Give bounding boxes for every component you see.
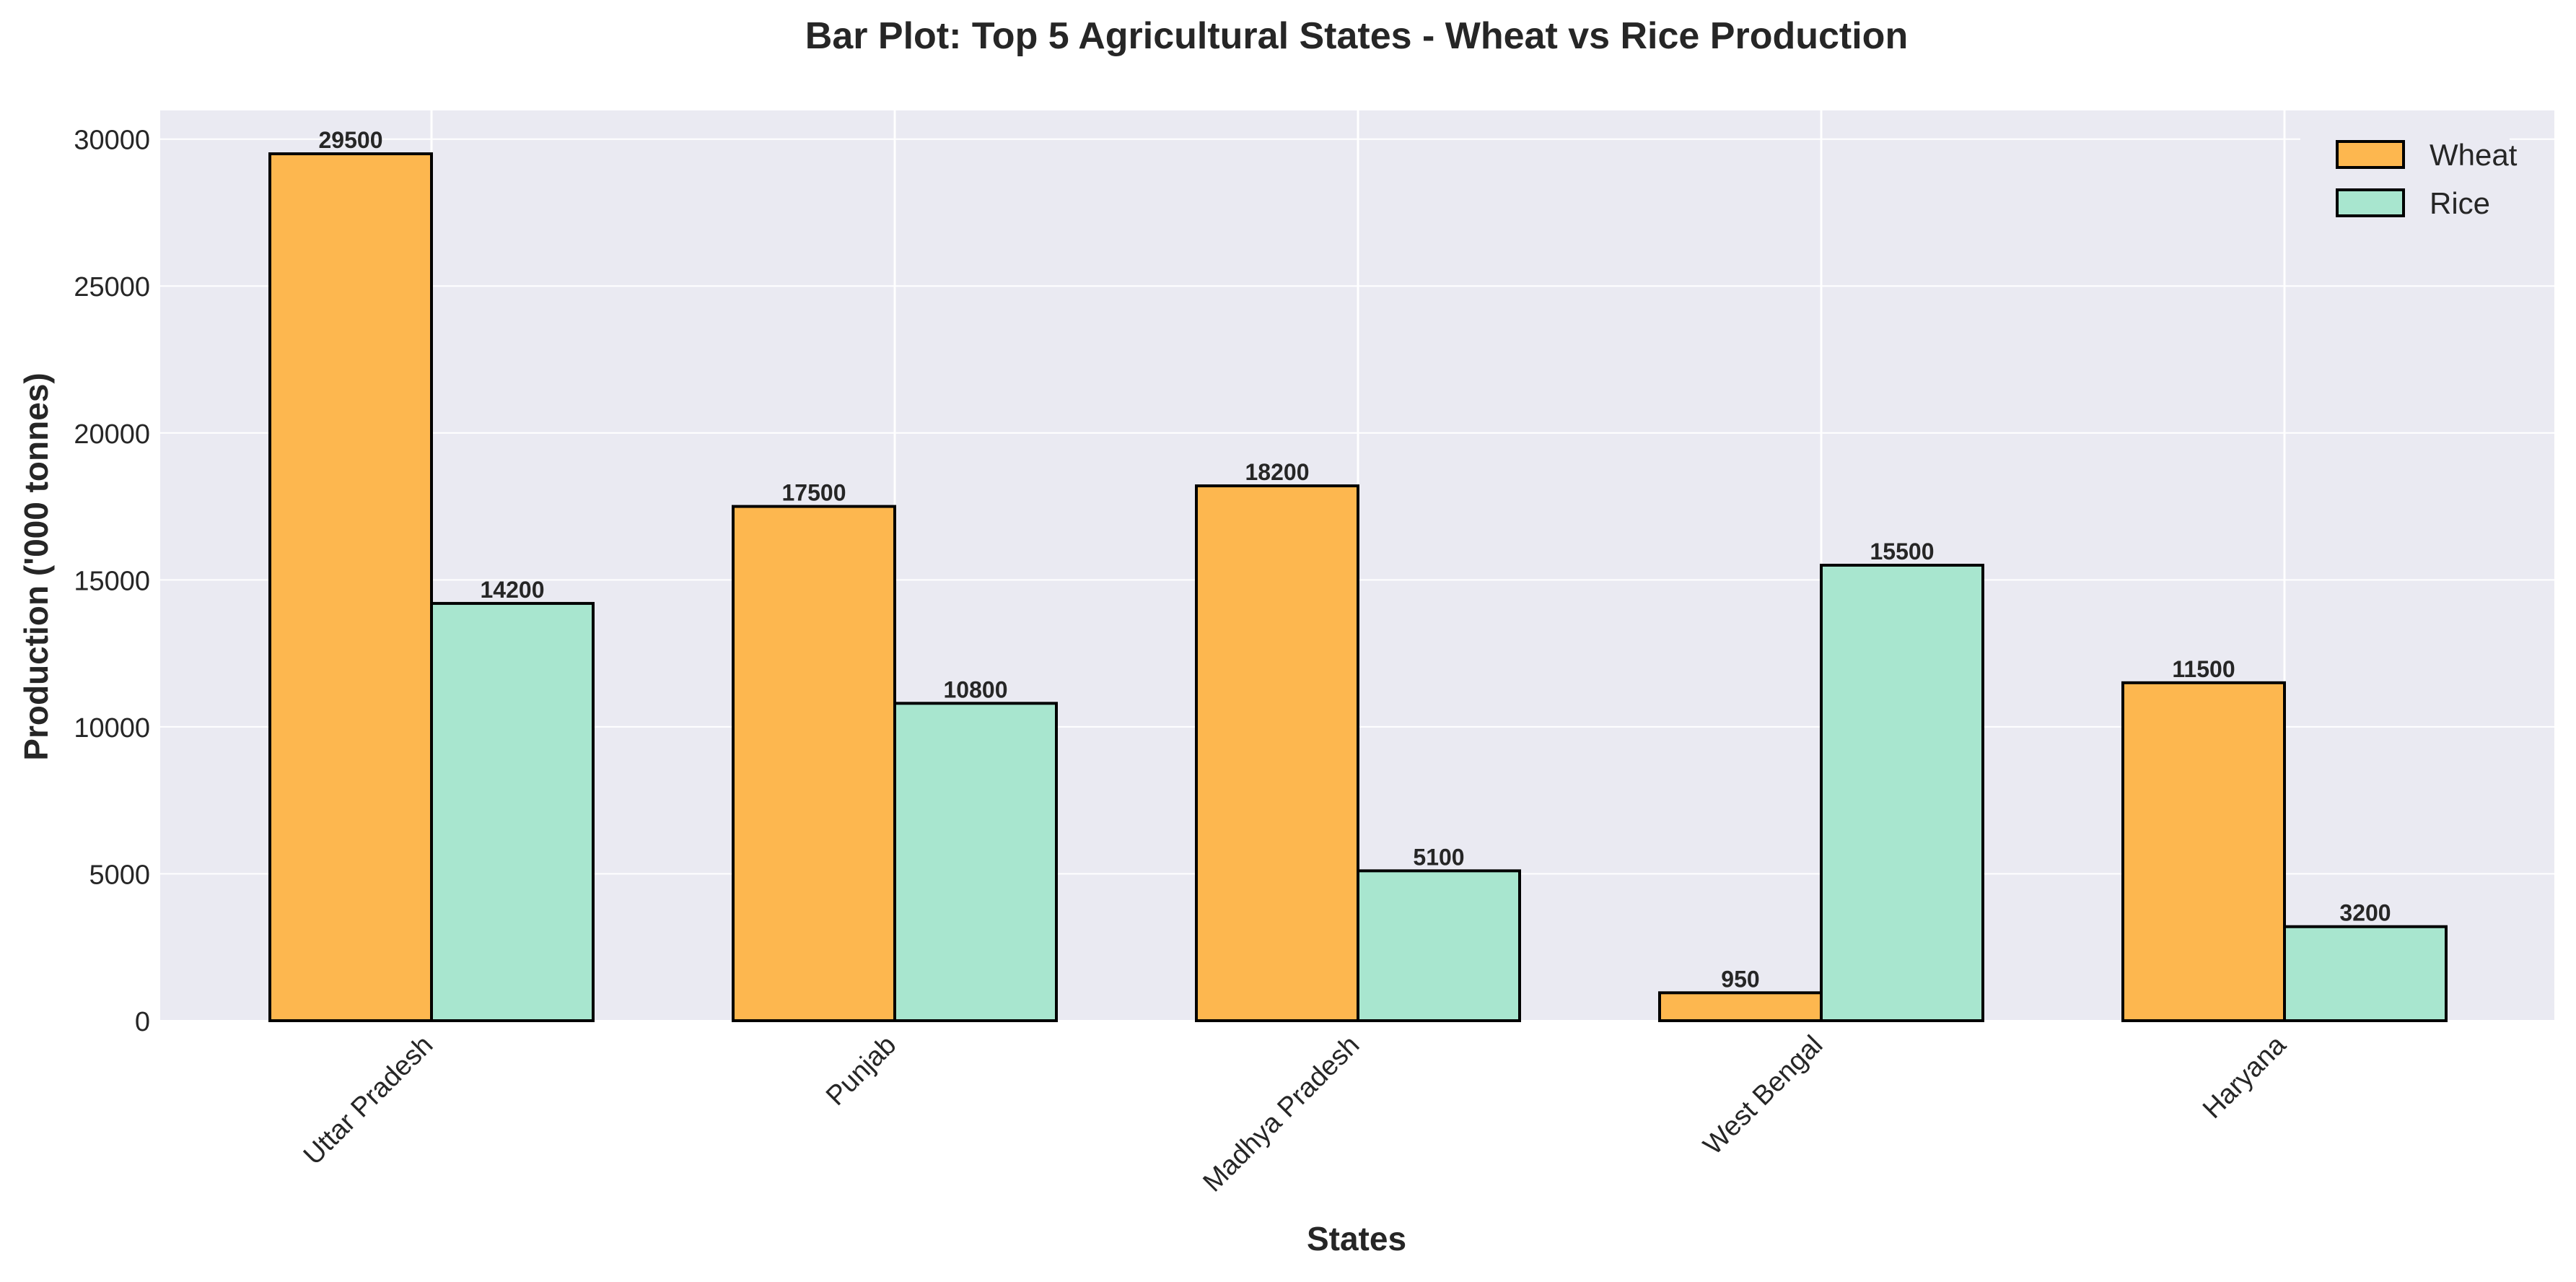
bar-rice (430, 601, 595, 1022)
y-tick-label: 0 (135, 1007, 150, 1037)
bar-rice (2283, 925, 2448, 1022)
legend-swatch-rice (2336, 188, 2405, 217)
legend: Wheat Rice (2300, 123, 2518, 231)
y-tick-label: 30000 (74, 126, 150, 156)
bar-wheat (1195, 484, 1359, 1022)
y-tick-label: 15000 (74, 566, 150, 596)
data-label-wheat: 950 (1721, 966, 1759, 992)
x-axis-label: States (1307, 1220, 1406, 1257)
y-tick-label: 20000 (74, 419, 150, 450)
data-labels: 29500 17500 18200 950 11500 14200 10800 5100 155… (319, 127, 2391, 992)
bar-wheat (1658, 991, 1823, 1023)
data-label-wheat: 29500 (319, 127, 383, 153)
legend-label-rice: Rice (2430, 186, 2490, 220)
y-tick-label: 5000 (89, 860, 150, 890)
legend-swatch-wheat (2336, 140, 2405, 169)
data-label-rice: 3200 (2339, 900, 2391, 926)
data-label-wheat: 18200 (1245, 459, 1310, 485)
data-label-rice: 15500 (1870, 538, 1935, 564)
chart-title: Bar Plot: Top 5 Agricultural States - Wh… (805, 15, 1908, 57)
bar-rice (893, 702, 1058, 1022)
data-label-wheat: 17500 (782, 480, 846, 506)
bar-wheat (268, 152, 433, 1023)
legend-label-wheat: Wheat (2430, 138, 2518, 172)
bar-rice (1357, 869, 1521, 1022)
data-label-rice: 10800 (944, 676, 1008, 702)
bar-wheat (2121, 681, 2286, 1022)
data-label-rice: 5100 (1413, 844, 1464, 870)
data-label-wheat: 11500 (2172, 656, 2235, 682)
bar-wheat (732, 505, 896, 1022)
data-label-rice: 14200 (481, 577, 545, 603)
y-tick-label: 25000 (74, 272, 150, 302)
y-axis-label: Production ('000 tonnes) (17, 372, 55, 760)
y-tick-label: 10000 (74, 713, 150, 744)
y-axis-ticks: 0 5000 10000 15000 20000 25000 30000 (74, 126, 150, 1037)
bar-rice (1820, 563, 1984, 1022)
bars (268, 152, 2448, 1023)
